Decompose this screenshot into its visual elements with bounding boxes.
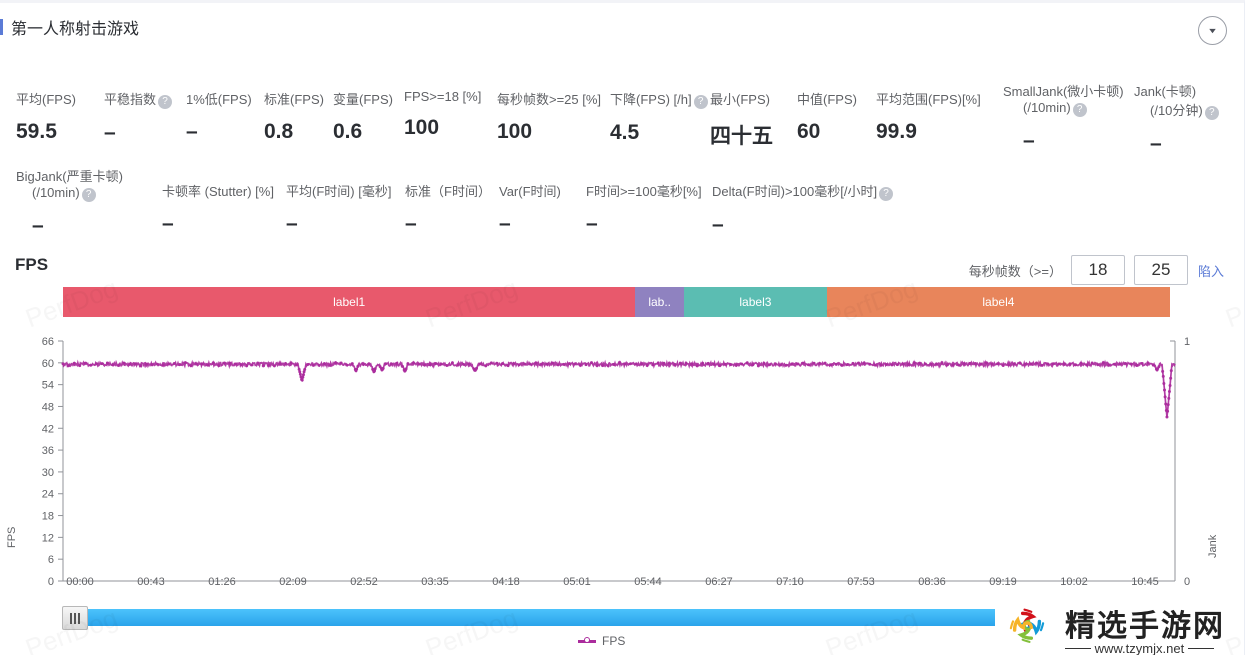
svg-text:60: 60 (42, 358, 54, 370)
svg-text:00:00: 00:00 (66, 576, 94, 588)
svg-text:08:36: 08:36 (918, 576, 946, 588)
svg-text:02:09: 02:09 (279, 576, 307, 588)
svg-text:30: 30 (42, 467, 54, 479)
svg-text:36: 36 (42, 445, 54, 457)
svg-text:05:01: 05:01 (563, 576, 591, 588)
svg-text:02:52: 02:52 (350, 576, 378, 588)
svg-text:0: 0 (48, 576, 54, 588)
svg-text:42: 42 (42, 423, 54, 435)
svg-text:07:10: 07:10 (776, 576, 804, 588)
svg-text:6: 6 (48, 554, 54, 566)
svg-text:0: 0 (1184, 576, 1190, 588)
svg-text:54: 54 (42, 380, 54, 392)
svg-text:04:18: 04:18 (492, 576, 520, 588)
svg-text:10:45: 10:45 (1131, 576, 1159, 588)
svg-text:09:19: 09:19 (989, 576, 1017, 588)
svg-text:48: 48 (42, 401, 54, 413)
svg-text:01:26: 01:26 (208, 576, 236, 588)
svg-text:66: 66 (42, 336, 54, 348)
svg-text:10:02: 10:02 (1060, 576, 1088, 588)
svg-text:24: 24 (42, 489, 54, 501)
svg-text:06:27: 06:27 (705, 576, 733, 588)
svg-text:07:53: 07:53 (847, 576, 875, 588)
svg-text:03:35: 03:35 (421, 576, 449, 588)
svg-text:05:44: 05:44 (634, 576, 662, 588)
svg-text:1: 1 (1184, 336, 1190, 348)
svg-text:18: 18 (42, 511, 54, 523)
svg-text:00:43: 00:43 (137, 576, 165, 588)
svg-text:12: 12 (42, 532, 54, 544)
